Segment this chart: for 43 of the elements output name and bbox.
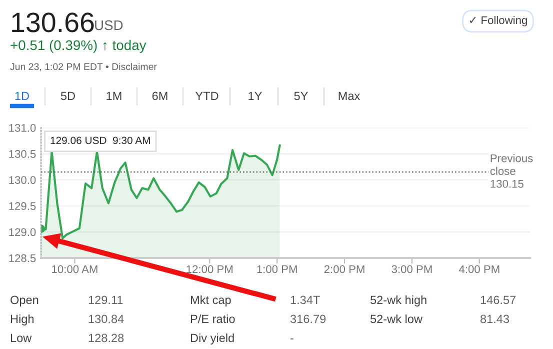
y-tick-label: 130.0 [9,176,36,184]
text: 1D [15,92,29,100]
text: Div yield [190,333,234,344]
text: 1Y [248,92,262,100]
text: 5D [60,92,75,100]
text: Max [338,92,360,100]
y-tick-label: 129.5 [9,202,36,210]
y-tick-label: 129.0 [9,228,36,236]
text: Low [10,334,32,342]
text: 129.11 [88,296,123,304]
text: 6M [152,92,168,100]
annotation: 129.06 USD 9:30 AM [50,136,150,144]
chart-title: 130.66 [12,12,94,32]
y-tick-label: 128.5 [9,254,36,262]
text: 81.43 [480,314,510,324]
text: Open [10,296,38,306]
text: 1M [106,92,122,100]
text: P/E ratio [190,314,235,324]
x-tick-label: 12:00 PM [186,265,232,274]
text: 130.84 [88,314,124,324]
ref-line-label: Previous close 130.15 [490,154,533,188]
text: 146.57 [480,296,516,304]
text: Jun 23, 1:02 PM EDT • Disclaimer [10,62,157,72]
text: 52-wk low [370,314,423,324]
text: +0.51 (0.39%) ↑ today [10,40,146,53]
y-tick-label: 131.0 [9,124,36,132]
text: - [290,338,294,340]
text: YTD [195,92,218,100]
text: Mkt cap [190,295,231,306]
text: USD [95,20,123,30]
y-tick-label: 130.5 [9,150,36,158]
x-tick-label: 1:00 PM [257,265,297,274]
text: ✓ Following [470,16,527,26]
x-tick-label: 10:00 AM [52,265,98,274]
text: 1.34T [290,296,320,304]
text: 52-wk high [370,295,426,306]
x-tick-label: 4:00 PM [458,265,500,274]
x-tick-label: 3:00 PM [392,265,432,274]
text: 5Y [294,92,308,100]
x-tick-label: 2:00 PM [324,265,364,274]
text: 128.28 [88,334,124,342]
text: High [10,314,34,326]
text: 316.79 [290,314,326,324]
